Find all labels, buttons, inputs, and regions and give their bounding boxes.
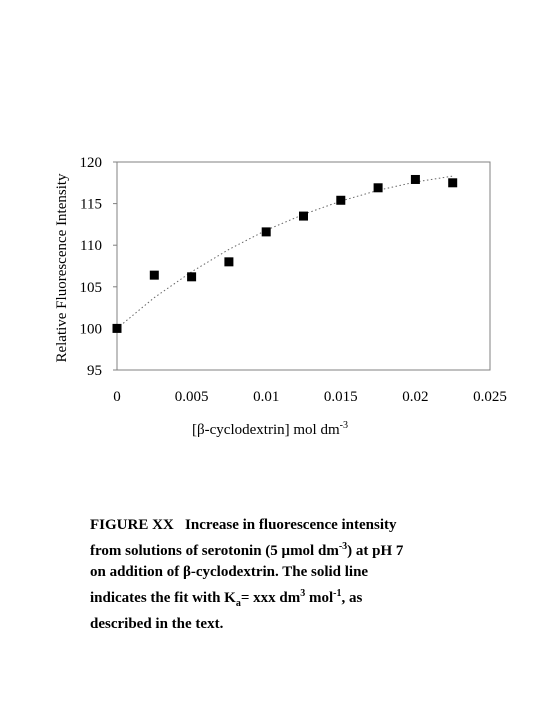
- caption-line-2: from solutions of serotonin (5 μmol dm-3…: [90, 541, 404, 559]
- chart: Relative Fluorescence Intensity 0 0.005 0.…: [54, 155, 507, 405]
- y-tick-label: 100: [80, 321, 103, 337]
- caption-line-3: on addition of β-cyclodextrin. The solid…: [90, 564, 369, 580]
- fit-line: [116, 175, 453, 329]
- y-tick-label: 105: [80, 280, 103, 296]
- data-point: [336, 195, 346, 205]
- data-point: [299, 211, 308, 221]
- x-tick-label: 0.02: [402, 389, 428, 405]
- plot-area-border: [116, 161, 491, 371]
- y-tick-label: 95: [87, 363, 102, 379]
- caption-line-1: FIGURE XX Increase in fluorescence inten…: [90, 517, 397, 533]
- figure-caption: FIGURE XX Increase in fluorescence inten…: [90, 515, 490, 635]
- caption-line-5: described in the text.: [90, 616, 224, 632]
- fit-curve: [116, 175, 453, 329]
- y-tick-label: 115: [80, 197, 102, 213]
- x-tick-label: 0: [113, 389, 121, 405]
- data-point: [149, 270, 159, 280]
- x-tick-label: 0.01: [253, 389, 279, 405]
- y-axis-label: Relative Fluorescence Intensity: [54, 173, 70, 363]
- data-point: [448, 178, 458, 188]
- y-tick-labels: 95 100 105 110 115 120: [80, 155, 103, 379]
- y-tick-label: 110: [80, 238, 102, 254]
- data-point: [261, 227, 271, 237]
- x-tick-labels: 0 0.005 0.01 0.015 0.02 0.025: [113, 389, 507, 405]
- data-point: [112, 323, 122, 333]
- data-point: [187, 272, 197, 282]
- y-tick-label: 120: [80, 155, 103, 171]
- caption-line-4: indicates the fit with Ka= xxx dm3 mol-1…: [90, 588, 363, 609]
- data-point: [410, 174, 420, 184]
- x-tick-label: 0.015: [324, 389, 358, 405]
- x-axis-label: [β-cyclodextrin] mol dm-3: [192, 420, 348, 438]
- data-point: [373, 183, 383, 193]
- data-point: [224, 257, 234, 267]
- x-tick-label: 0.025: [473, 389, 507, 405]
- x-tick-label: 0.005: [175, 389, 209, 405]
- data-points: [112, 174, 458, 333]
- axes: [113, 161, 491, 371]
- beta-symbol: β: [197, 422, 205, 438]
